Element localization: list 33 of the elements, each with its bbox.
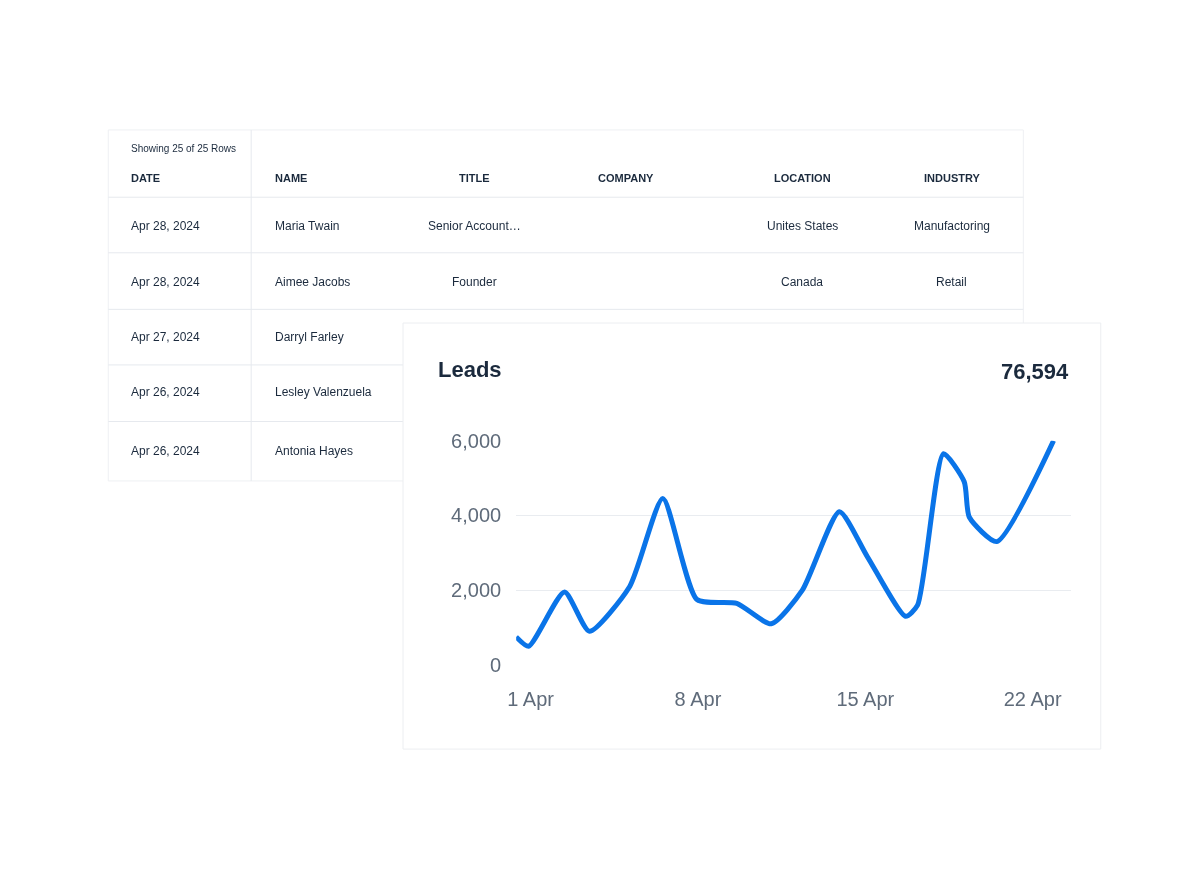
x-tick-label: 22 Apr bbox=[1003, 687, 1062, 710]
category-label: LOCATION bbox=[774, 172, 831, 184]
category-label: COMPANY bbox=[598, 172, 655, 184]
text: Apr 26, 2024 bbox=[131, 444, 200, 458]
x-tick-label: 1 Apr bbox=[507, 687, 555, 710]
text: Aimee Jacobs bbox=[275, 275, 351, 289]
text: Apr 28, 2024 bbox=[131, 275, 200, 289]
text: Founder bbox=[452, 275, 497, 289]
text: Unites States bbox=[767, 219, 839, 233]
text: Apr 27, 2024 bbox=[131, 330, 200, 344]
category-label: NAME bbox=[275, 172, 308, 184]
y-tick-label: 0 bbox=[490, 653, 502, 676]
category-label: TITLE bbox=[459, 172, 490, 184]
text: Retail bbox=[936, 275, 967, 289]
text: Canada bbox=[781, 275, 824, 289]
x-tick-label: 15 Apr bbox=[836, 687, 895, 710]
category-label: DATE bbox=[131, 172, 161, 184]
chart-title: Leads bbox=[438, 357, 502, 382]
y-tick-label: 4,000 bbox=[451, 504, 502, 527]
text: Showing 25 of 25 Rows bbox=[131, 143, 237, 154]
text: Manufactoring bbox=[914, 219, 991, 233]
text: Darryl Farley bbox=[275, 330, 344, 344]
text: 76,594 bbox=[1001, 359, 1070, 384]
text: Lesley Valenzuela bbox=[275, 385, 372, 399]
y-tick-label: 6,000 bbox=[451, 429, 502, 452]
x-tick-label: 8 Apr bbox=[674, 687, 722, 710]
text: Senior Account… bbox=[428, 219, 521, 233]
text: Maria Twain bbox=[275, 219, 340, 233]
text: Apr 26, 2024 bbox=[131, 385, 200, 399]
text: Apr 28, 2024 bbox=[131, 219, 200, 233]
y-tick-label: 2,000 bbox=[451, 579, 502, 602]
category-label: INDUSTRY bbox=[924, 172, 981, 184]
text: Antonia Hayes bbox=[275, 444, 354, 458]
